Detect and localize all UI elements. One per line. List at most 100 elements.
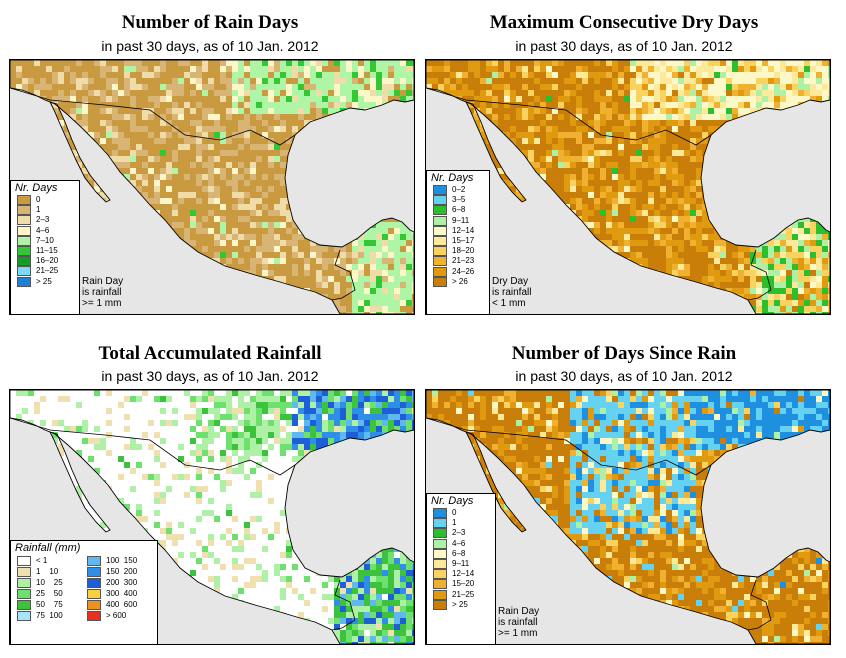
legend-label: 2–3: [452, 528, 466, 538]
legend-item: 7–10: [11, 235, 79, 246]
legend-label: 24–26: [452, 266, 475, 276]
legend-item: 15–20: [427, 579, 495, 590]
map-rain-days: Nr. Days 0 1 2–3 4–6 7–10 11–15 16–20 21–25 > 25…: [9, 59, 415, 315]
legend-swatch: [433, 508, 447, 519]
panel-title-since-rain: Number of Days Since Rain: [511, 343, 737, 364]
legend-item: 12–14: [427, 225, 489, 236]
legend-label: 25 50: [36, 588, 63, 598]
legend-label: 21–23: [452, 256, 475, 266]
panel-subtitle-dry-days: in past 30 days, as of 10 Jan. 2012: [515, 38, 733, 54]
map-rainfall: Rainfall (mm) < 1 100 150 1 10 150 200 10 25…: [9, 389, 415, 645]
legend-label: 4–6: [452, 538, 466, 548]
legend-swatch: [17, 266, 31, 277]
legend-item: 400 600: [87, 599, 157, 610]
legend-swatch: [87, 588, 101, 599]
legend-label: 1 10: [36, 566, 59, 576]
legend-swatch: [433, 205, 447, 216]
legend-label: 18–20: [452, 246, 475, 256]
map-raster-since-rain: [426, 390, 830, 644]
legend-item: 21–25: [427, 589, 495, 600]
legend-swatch: [433, 548, 447, 559]
legend-item: 2–3: [427, 528, 495, 539]
legend-label: 300 400: [106, 588, 138, 598]
legend-swatch: [17, 588, 31, 599]
legend-item: 18–20: [427, 246, 489, 257]
legend-title: Nr. Days: [431, 172, 474, 184]
map-since-rain: Nr. Days 0 1 2–3 4–6 6–8 9–11 12–14 15–20 21–25 >…: [425, 389, 831, 645]
legend-swatch: [433, 225, 447, 236]
map-dry-days: Nr. Days 0–2 3–5 6–8 9–11 12–14 15–17 18–20 21–…: [425, 59, 831, 315]
legend-swatch: [17, 555, 31, 566]
legend-swatch: [17, 566, 31, 577]
legend-label: 100 150: [106, 555, 138, 565]
legend-label: 7–10: [36, 235, 54, 245]
legend-item: 1: [11, 205, 79, 216]
legend-label: 1: [452, 518, 457, 528]
legend-label: > 26: [452, 276, 468, 286]
legend-item: 9–11: [427, 559, 495, 570]
legend-item: 4–6: [427, 538, 495, 549]
legend-label: > 25: [36, 276, 52, 286]
legend-label: > 600: [106, 610, 127, 620]
legend-label: 16–20: [36, 256, 59, 266]
legend-label: 75 100: [36, 610, 63, 620]
legend-swatch: [433, 579, 447, 590]
legend-label: 6–8: [452, 205, 466, 215]
legend-title: Rainfall (mm): [15, 542, 81, 554]
legend-item: 4–6: [11, 225, 79, 236]
legend-item: 200 300: [87, 577, 157, 588]
legend-label: 9–11: [452, 559, 470, 569]
legend-swatch: [433, 538, 447, 549]
legend-label: 400 600: [106, 599, 138, 609]
legend-item: 50 75: [17, 599, 87, 610]
legend-swatch: [433, 215, 447, 226]
legend-label: 21–25: [36, 266, 59, 276]
legend-label: 0: [452, 508, 457, 518]
legend-swatch: [433, 599, 447, 610]
legend-swatch: [17, 246, 31, 257]
legend-item: > 26: [427, 276, 489, 287]
legend-item: 0–2: [427, 185, 489, 196]
legend-swatch: [87, 566, 101, 577]
legend-swatch: [433, 236, 447, 247]
legend-item: > 600: [87, 610, 157, 621]
legend-label: 6–8: [452, 548, 466, 558]
legend-note-dry-days: Dry Day is rainfall < 1 mm: [492, 276, 532, 309]
legend-rainfall: Rainfall (mm) < 1 100 150 1 10 150 200 10 25…: [10, 540, 158, 644]
legend-dry-days: Nr. Days 0–2 3–5 6–8 9–11 12–14 15–17 18–20 21–…: [426, 170, 490, 314]
legend-item: 3–5: [427, 195, 489, 206]
legend-swatch: [433, 518, 447, 529]
legend-swatch: [87, 555, 101, 566]
legend-swatch: [17, 577, 31, 588]
legend-label: 15–17: [452, 236, 475, 246]
panel-subtitle-since-rain: in past 30 days, as of 10 Jan. 2012: [515, 368, 733, 384]
legend-label: 150 200: [106, 566, 138, 576]
legend-swatch: [433, 569, 447, 580]
legend-item: 24–26: [427, 266, 489, 277]
legend-item: 21–25: [11, 266, 79, 277]
legend-note-rain-days: Rain Day is rainfall >= 1 mm: [82, 276, 124, 309]
legend-label: 4–6: [36, 225, 50, 235]
legend-item: 12–14: [427, 569, 495, 580]
legend-label: 0: [36, 195, 41, 205]
legend-swatch: [433, 266, 447, 277]
legend-swatch: [17, 276, 31, 287]
legend-label: 1: [36, 205, 41, 215]
legend-label: 12–14: [452, 569, 475, 579]
legend-item: 0: [11, 195, 79, 206]
legend-item: 21–23: [427, 256, 489, 267]
legend-swatch: [17, 235, 31, 246]
legend-swatch: [433, 256, 447, 267]
legend-swatch: [87, 610, 101, 621]
legend-label: 9–11: [452, 215, 470, 225]
legend-swatch: [17, 205, 31, 216]
legend-swatch: [433, 589, 447, 600]
panel-title-rain-days: Number of Rain Days: [121, 12, 299, 33]
legend-item: 2–3: [11, 215, 79, 226]
legend-label: < 1: [36, 555, 48, 565]
legend-title: Nr. Days: [431, 495, 474, 507]
legend-label: 200 300: [106, 577, 138, 587]
legend-swatch: [433, 528, 447, 539]
legend-label: 50 75: [36, 599, 63, 609]
panel-title-dry-days: Maximum Consecutive Dry Days: [489, 12, 759, 33]
